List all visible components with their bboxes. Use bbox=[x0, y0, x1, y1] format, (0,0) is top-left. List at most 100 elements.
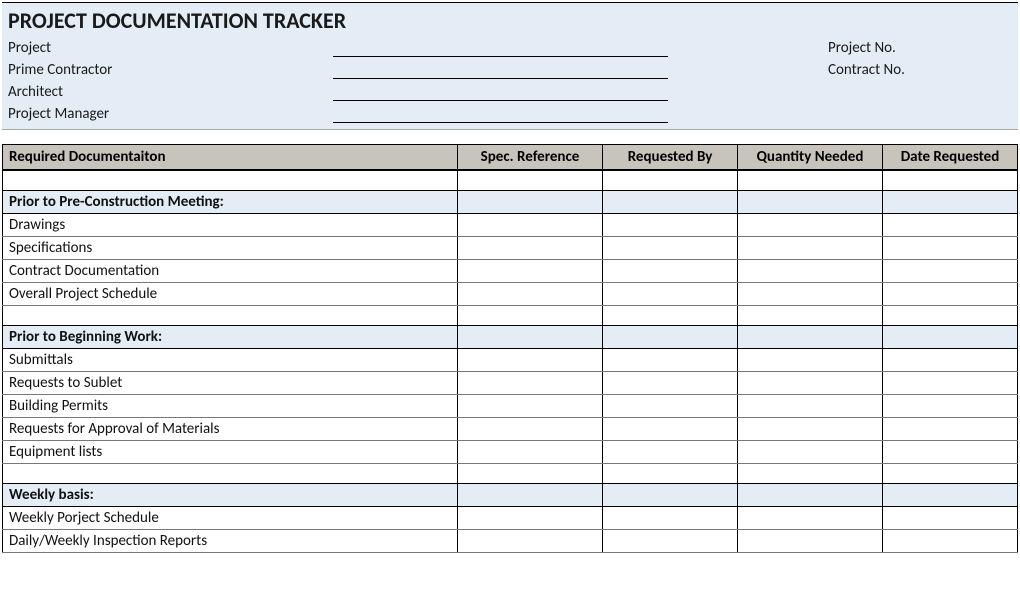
data-cell[interactable] bbox=[603, 529, 738, 552]
doc-name-cell: Contract Documentation bbox=[3, 259, 458, 282]
data-cell[interactable] bbox=[883, 236, 1018, 259]
section-heading-cell bbox=[603, 190, 738, 213]
col-spec-reference: Spec. Reference bbox=[458, 145, 603, 171]
data-cell[interactable] bbox=[458, 529, 603, 552]
spacer bbox=[2, 130, 1018, 144]
spacer-cell bbox=[883, 170, 1018, 190]
data-cell[interactable] bbox=[883, 348, 1018, 371]
data-cell[interactable] bbox=[738, 394, 883, 417]
doc-name-cell: Weekly Porject Schedule bbox=[3, 506, 458, 529]
input-line-architect[interactable] bbox=[333, 83, 668, 101]
section-heading-row: Prior to Beginning Work: bbox=[3, 325, 1018, 348]
data-cell[interactable] bbox=[883, 394, 1018, 417]
section-heading-cell bbox=[603, 483, 738, 506]
data-cell[interactable] bbox=[603, 236, 738, 259]
label-prime-contractor: Prime Contractor bbox=[8, 61, 153, 79]
table-row: Requests to Sublet bbox=[3, 371, 1018, 394]
data-cell[interactable] bbox=[738, 348, 883, 371]
table-row: Building Permits bbox=[3, 394, 1018, 417]
col-required-documentation: Required Documentaiton bbox=[3, 145, 458, 171]
info-row: Project Manager bbox=[8, 102, 1012, 123]
section-heading-row: Weekly basis: bbox=[3, 483, 1018, 506]
data-cell[interactable] bbox=[883, 529, 1018, 552]
data-cell[interactable] bbox=[883, 371, 1018, 394]
spacer-cell bbox=[883, 305, 1018, 325]
spacer-cell bbox=[603, 463, 738, 483]
doc-name-cell: Building Permits bbox=[3, 394, 458, 417]
header-block: PROJECT DOCUMENTATION TRACKER Project Pr… bbox=[2, 2, 1018, 130]
label-project: Project bbox=[8, 39, 153, 57]
section-heading-cell bbox=[603, 325, 738, 348]
spacer-cell bbox=[3, 463, 458, 483]
data-cell[interactable] bbox=[603, 417, 738, 440]
data-cell[interactable] bbox=[603, 394, 738, 417]
section-heading-cell bbox=[883, 483, 1018, 506]
spacer-cell bbox=[738, 170, 883, 190]
info-row: Architect bbox=[8, 80, 1012, 101]
input-line-project-manager[interactable] bbox=[333, 105, 668, 123]
data-cell[interactable] bbox=[883, 259, 1018, 282]
spacer-cell bbox=[603, 170, 738, 190]
table-body: Prior to Pre-Construction Meeting:Drawin… bbox=[3, 170, 1018, 552]
spacer-cell bbox=[883, 463, 1018, 483]
spacer-row bbox=[3, 170, 1018, 190]
data-cell[interactable] bbox=[603, 259, 738, 282]
table-row: Overall Project Schedule bbox=[3, 282, 1018, 305]
col-requested-by: Requested By bbox=[603, 145, 738, 171]
spacer-cell bbox=[3, 305, 458, 325]
data-cell[interactable] bbox=[738, 371, 883, 394]
col-quantity-needed: Quantity Needed bbox=[738, 145, 883, 171]
info-row: Prime Contractor Contract No. bbox=[8, 58, 1012, 79]
data-cell[interactable] bbox=[738, 259, 883, 282]
table-row: Daily/Weekly Inspection Reports bbox=[3, 529, 1018, 552]
data-cell[interactable] bbox=[458, 506, 603, 529]
table-row: Submittals bbox=[3, 348, 1018, 371]
data-cell[interactable] bbox=[883, 213, 1018, 236]
data-cell[interactable] bbox=[603, 506, 738, 529]
spacer-cell bbox=[738, 463, 883, 483]
data-cell[interactable] bbox=[458, 417, 603, 440]
table-row: Contract Documentation bbox=[3, 259, 1018, 282]
data-cell[interactable] bbox=[458, 440, 603, 463]
data-cell[interactable] bbox=[883, 506, 1018, 529]
table-row: Requests for Approval of Materials bbox=[3, 417, 1018, 440]
section-heading: Prior to Beginning Work: bbox=[3, 325, 458, 348]
table-row: Weekly Porject Schedule bbox=[3, 506, 1018, 529]
data-cell[interactable] bbox=[883, 440, 1018, 463]
table-row: Equipment lists bbox=[3, 440, 1018, 463]
section-heading-cell bbox=[738, 483, 883, 506]
data-cell[interactable] bbox=[883, 417, 1018, 440]
data-cell[interactable] bbox=[738, 417, 883, 440]
data-cell[interactable] bbox=[458, 213, 603, 236]
info-row: Project Project No. bbox=[8, 36, 1012, 57]
data-cell[interactable] bbox=[738, 282, 883, 305]
data-cell[interactable] bbox=[458, 371, 603, 394]
data-cell[interactable] bbox=[603, 440, 738, 463]
data-cell[interactable] bbox=[738, 440, 883, 463]
data-cell[interactable] bbox=[603, 371, 738, 394]
data-cell[interactable] bbox=[458, 394, 603, 417]
data-cell[interactable] bbox=[603, 213, 738, 236]
data-cell[interactable] bbox=[458, 236, 603, 259]
spacer-cell bbox=[603, 305, 738, 325]
doc-name-cell: Overall Project Schedule bbox=[3, 282, 458, 305]
input-line-project[interactable] bbox=[333, 39, 668, 57]
data-cell[interactable] bbox=[458, 259, 603, 282]
data-cell[interactable] bbox=[738, 529, 883, 552]
data-cell[interactable] bbox=[738, 236, 883, 259]
table-header-row: Required Documentaiton Spec. Reference R… bbox=[3, 145, 1018, 171]
data-cell[interactable] bbox=[603, 282, 738, 305]
page-title: PROJECT DOCUMENTATION TRACKER bbox=[8, 7, 1012, 34]
data-cell[interactable] bbox=[603, 348, 738, 371]
spacer-cell bbox=[458, 170, 603, 190]
table-row: Drawings bbox=[3, 213, 1018, 236]
input-line-prime-contractor[interactable] bbox=[333, 61, 668, 79]
data-cell[interactable] bbox=[458, 282, 603, 305]
spacer-row bbox=[3, 463, 1018, 483]
documentation-table: Required Documentaiton Spec. Reference R… bbox=[2, 144, 1018, 553]
data-cell[interactable] bbox=[738, 506, 883, 529]
data-cell[interactable] bbox=[458, 348, 603, 371]
data-cell[interactable] bbox=[883, 282, 1018, 305]
section-heading-cell bbox=[458, 483, 603, 506]
data-cell[interactable] bbox=[738, 213, 883, 236]
